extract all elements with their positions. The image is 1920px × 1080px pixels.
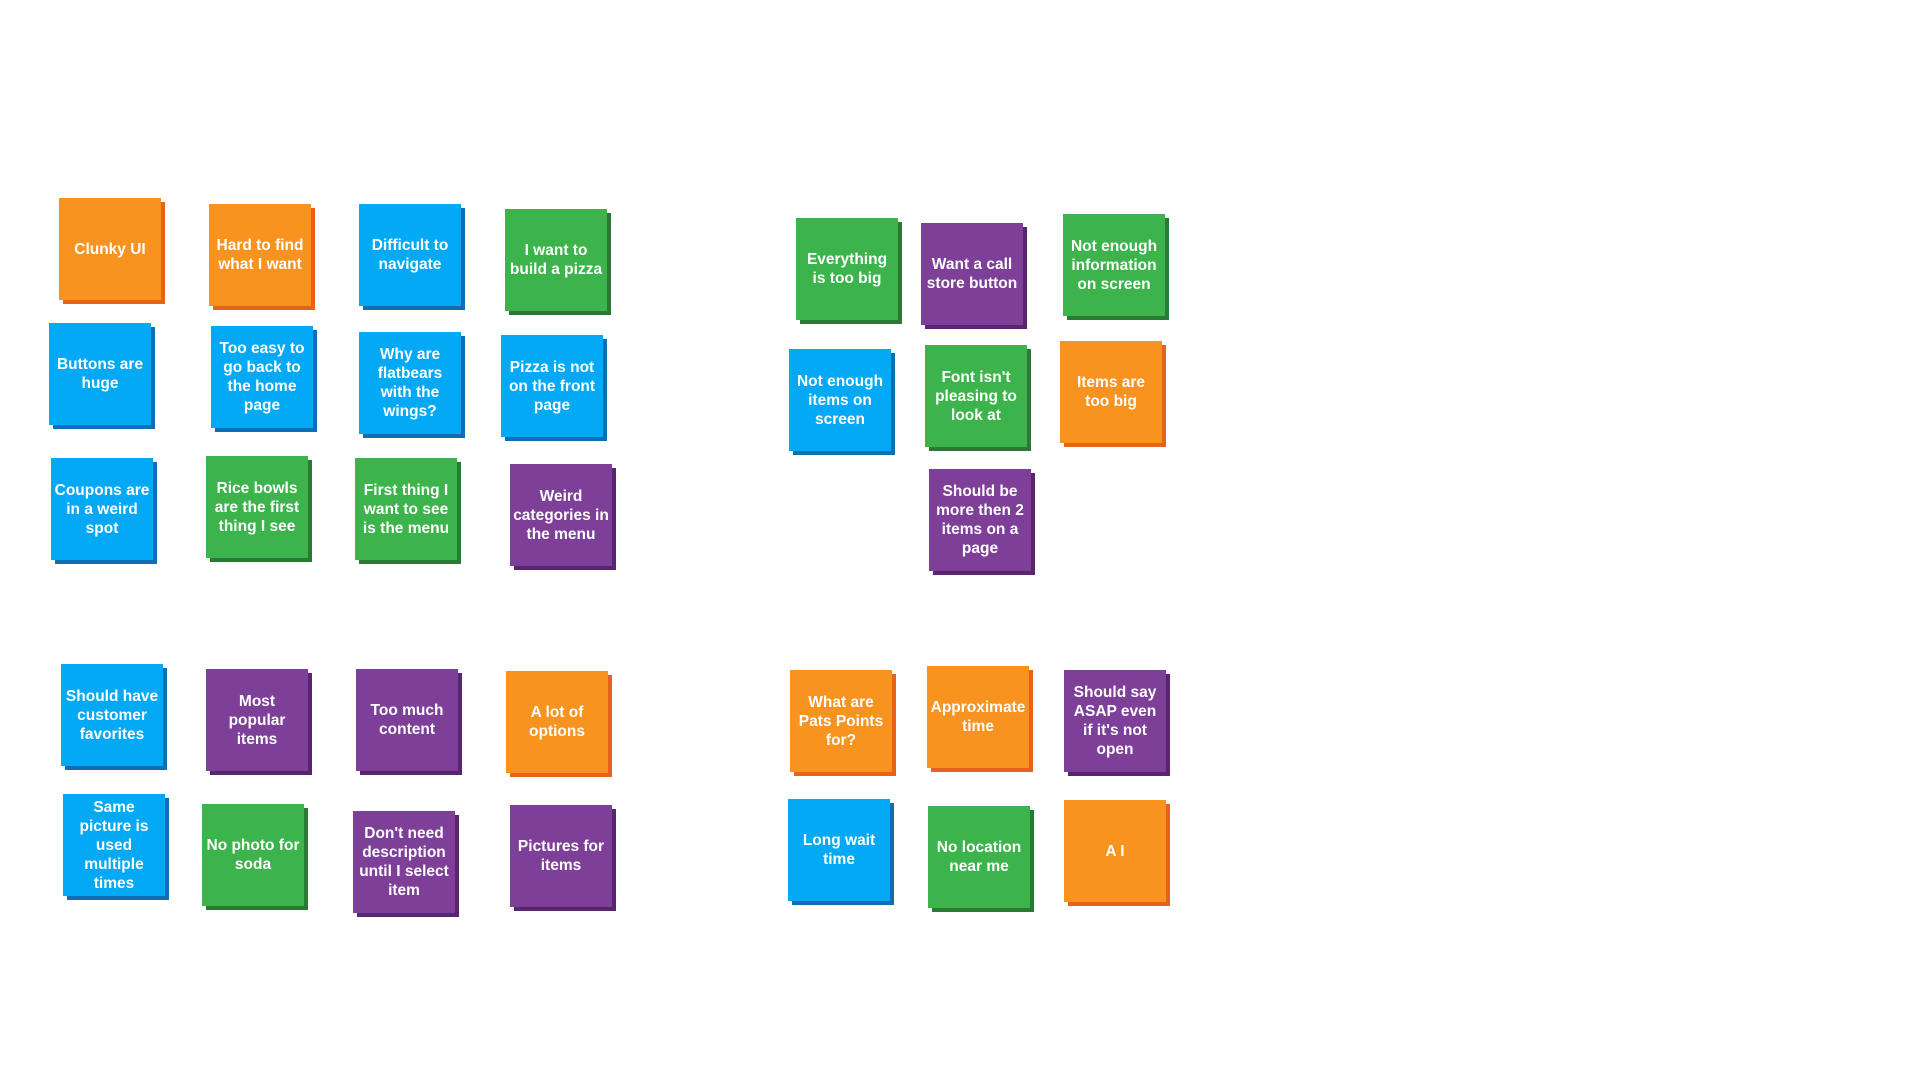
sticky-note-text: A lot of options [529,704,585,740]
sticky-note-text: Not enough items on screen [796,372,884,428]
sticky-note[interactable]: Weird categories in the menu [510,464,612,566]
sticky-note[interactable]: Same picture is used multiple times [63,794,165,896]
sticky-note-text: Everything is too big [806,251,888,287]
sticky-note-text: Buttons are huge [56,356,144,392]
sticky-note[interactable]: Rice bowls are the first thing I see [206,456,308,558]
sticky-note[interactable]: Hard to find what I want [209,204,311,306]
sticky-note-text: Should be more then 2 items on a page [936,483,1024,557]
sticky-note[interactable]: Too much content [356,669,458,771]
sticky-note-text: First thing I want to see is the menu [362,481,450,537]
sticky-note[interactable]: Font isn't pleasing to look at [925,345,1027,447]
sticky-note-text: Approximate time [930,699,1026,735]
sticky-note[interactable]: Clunky UI [59,198,161,300]
sticky-note[interactable]: A lot of options [506,671,608,773]
sticky-note-text: Rice bowls are the first thing I see [214,479,300,535]
sticky-note[interactable]: Long wait time [788,799,890,901]
sticky-note[interactable]: No location near me [928,806,1030,908]
sticky-note-text: Why are flatbears with the wings? [377,346,443,420]
sticky-note-text: Should have customer favorites [65,687,159,743]
sticky-note[interactable]: I want to build a pizza [505,209,607,311]
sticky-note[interactable]: Should say ASAP even if it's not open [1064,670,1166,772]
sticky-note-text: Pictures for items [517,838,605,874]
sticky-note-text: Pizza is not on the front page [508,358,596,414]
sticky-note[interactable]: A I [1064,800,1166,902]
sticky-note[interactable]: What are Pats Points for? [790,670,892,772]
sticky-note-text: Too easy to go back to the home page [219,340,305,414]
sticky-note[interactable]: Buttons are huge [49,323,151,425]
sticky-note-text: Clunky UI [74,240,146,258]
sticky-note[interactable]: Why are flatbears with the wings? [359,332,461,434]
sticky-note[interactable]: Pictures for items [510,805,612,907]
sticky-note[interactable]: Should have customer favorites [61,664,163,766]
sticky-note[interactable]: No photo for soda [202,804,304,906]
sticky-note-text: Don't need description until I select it… [359,825,449,899]
sticky-note-text: A I [1105,842,1125,860]
sticky-note-text: Same picture is used multiple times [79,798,149,892]
sticky-note[interactable]: Everything is too big [796,218,898,320]
sticky-note[interactable]: Coupons are in a weird spot [51,458,153,560]
sticky-note-text: Should say ASAP even if it's not open [1073,684,1157,758]
sticky-note-text: No photo for soda [206,837,300,873]
sticky-note-text: No location near me [936,839,1022,875]
sticky-note[interactable]: Pizza is not on the front page [501,335,603,437]
sticky-note-text: Not enough information on screen [1070,237,1158,293]
sticky-note-text: Difficult to navigate [371,237,449,273]
sticky-note-text: Most popular items [228,692,286,748]
sticky-note[interactable]: Difficult to navigate [359,204,461,306]
sticky-note[interactable]: Don't need description until I select it… [353,811,455,913]
sticky-note-text: Want a call store button [926,256,1018,292]
sticky-note[interactable]: Approximate time [927,666,1029,768]
sticky-note[interactable]: Not enough items on screen [789,349,891,451]
sticky-note-text: Hard to find what I want [216,237,304,273]
sticky-note[interactable]: Should be more then 2 items on a page [929,469,1031,571]
sticky-note-text: What are Pats Points for? [798,693,884,749]
sticky-note-text: Long wait time [802,832,876,868]
sticky-note[interactable]: Want a call store button [921,223,1023,325]
sticky-note-text: Items are too big [1076,374,1146,410]
sticky-note[interactable]: Not enough information on screen [1063,214,1165,316]
sticky-note-text: Coupons are in a weird spot [54,481,150,537]
sticky-note-text: Too much content [370,702,444,738]
sticky-note[interactable]: Too easy to go back to the home page [211,326,313,428]
sticky-note-text: I want to build a pizza [509,242,603,278]
sticky-note[interactable]: First thing I want to see is the menu [355,458,457,560]
sticky-note[interactable]: Most popular items [206,669,308,771]
sticky-note-text: Font isn't pleasing to look at [935,368,1017,424]
sticky-note[interactable]: Items are too big [1060,341,1162,443]
sticky-note-text: Weird categories in the menu [513,487,609,543]
